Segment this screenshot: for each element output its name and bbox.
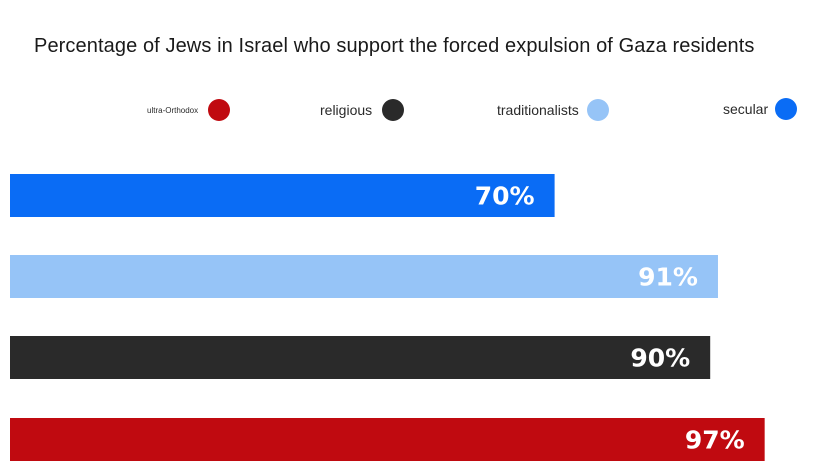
bar-value-label-ultra-orthodox: 97%: [685, 426, 745, 455]
legend-label-religious: religious: [320, 102, 373, 118]
bar-traditionalists: [10, 255, 718, 298]
legend-swatch-secular: [775, 98, 798, 120]
legend-item-secular: secular: [723, 98, 798, 120]
chart-title: Percentage of Jews in Israel who support…: [34, 35, 755, 57]
bar-value-label-traditionalists: 91%: [638, 263, 698, 292]
legend-swatch-traditionalists: [586, 99, 609, 121]
bar-ultra-orthodox: [10, 418, 765, 461]
legend-item-traditionalists: traditionalists: [497, 99, 609, 121]
bar-religious: [10, 336, 711, 379]
legend-swatch-religious: [382, 99, 405, 121]
legend-label-traditionalists: traditionalists: [497, 102, 579, 118]
legend-label-secular: secular: [723, 101, 769, 117]
bar-secular: [10, 174, 555, 217]
legend-item-religious: religious: [320, 99, 405, 121]
legend-item-ultra-orthodox: ultra-Orthodox: [147, 99, 231, 121]
legend-swatch-ultra-orthodox: [208, 99, 231, 121]
bar-value-label-secular: 70%: [475, 182, 535, 211]
bar-value-label-religious: 90%: [630, 344, 690, 373]
legend-label-ultra-orthodox: ultra-Orthodox: [147, 105, 199, 115]
